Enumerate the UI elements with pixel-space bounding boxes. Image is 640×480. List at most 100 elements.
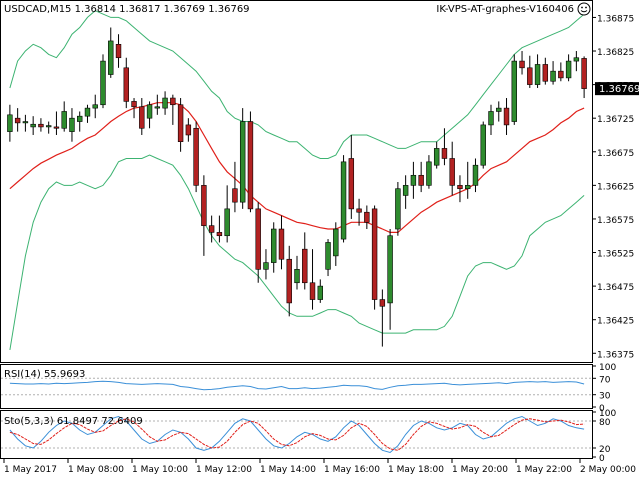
candle-body [519, 60, 525, 69]
rsi-tick-label: 0 [599, 404, 605, 414]
stoch-tick-label: 100 [599, 409, 616, 419]
candle-body [472, 164, 479, 186]
time-tick-label: 1 May 18:00 [388, 465, 444, 475]
candle-body [224, 208, 230, 237]
candle-body [162, 97, 168, 109]
candle-body [449, 158, 455, 186]
candle [61, 101, 67, 132]
candle [14, 108, 21, 132]
candle [534, 54, 541, 88]
candle [550, 61, 556, 85]
symbol-info: USDCAD,M15 1.36814 1.36817 1.36769 1.367… [4, 4, 250, 15]
candle-body [294, 269, 300, 284]
main-pane-frame [0, 0, 593, 363]
candle-body [558, 70, 564, 79]
candle-body [581, 58, 587, 89]
candle-body [61, 111, 67, 129]
candle [309, 249, 316, 310]
candle [7, 104, 13, 142]
candle [581, 56, 587, 99]
candle [84, 104, 91, 123]
candle-body [22, 121, 29, 124]
candle [457, 175, 463, 203]
candle-body [333, 228, 339, 257]
candle-body [30, 123, 36, 128]
candle-body [185, 124, 192, 136]
candle [193, 121, 199, 193]
time-tick-label: 1 May 14:00 [260, 465, 316, 475]
candle [92, 94, 98, 119]
candle-body [146, 104, 153, 119]
candle-body [503, 107, 510, 126]
candle-body [108, 40, 114, 75]
candle-body [465, 185, 471, 190]
candle-body [356, 208, 362, 213]
candle [387, 229, 393, 330]
candle [185, 118, 192, 142]
moving-average [9, 102, 585, 233]
price-tick-label: 1.36625 [597, 182, 634, 192]
candle [139, 98, 145, 135]
candle [53, 111, 60, 135]
candle-body [278, 228, 285, 260]
candle-body [387, 235, 393, 304]
candle [170, 94, 176, 125]
candle-body [77, 115, 83, 122]
candle-body [247, 121, 254, 210]
candle [201, 175, 207, 256]
candle-body [379, 299, 386, 307]
candle [527, 55, 533, 88]
candle [379, 289, 386, 347]
candle [410, 161, 417, 199]
price-tick-label: 1.36875 [597, 14, 634, 24]
candle-body [53, 126, 60, 129]
candle [542, 57, 549, 85]
candle-body [239, 121, 246, 203]
time-tick-label: 1 May 08:00 [68, 465, 124, 475]
price-tick-label: 1.36425 [597, 317, 634, 327]
candle-body [154, 106, 161, 109]
rsi-line [9, 380, 585, 391]
candle [255, 202, 261, 283]
candle [426, 155, 432, 189]
rsi-tick-label: 100 [599, 363, 616, 373]
candle-body [7, 114, 13, 132]
candlesticks [7, 27, 587, 347]
time-tick-label: 2 May 00:00 [580, 465, 636, 475]
candle-body [216, 232, 223, 237]
candle-body [92, 104, 98, 109]
candle-body [38, 123, 44, 128]
candle [418, 161, 424, 193]
candle [402, 175, 409, 209]
candle [317, 279, 323, 303]
candle-body [139, 106, 145, 129]
stoch-signal-line [9, 418, 585, 451]
candle-body [480, 124, 486, 166]
candle-body [488, 111, 494, 126]
candle-body [255, 208, 261, 270]
indicator-levels [1, 377, 592, 449]
candle [22, 114, 29, 132]
time-tick-label: 1 May 12:00 [196, 465, 252, 475]
candle [503, 98, 510, 135]
stoch-tick-label: 20 [599, 445, 611, 455]
stoch-tick-label: 80 [599, 418, 611, 428]
candle-body [170, 97, 176, 106]
candle [472, 158, 479, 193]
candle [216, 215, 223, 243]
candle [77, 111, 83, 132]
candle-body [271, 228, 277, 263]
candle [565, 54, 572, 82]
candle-body [348, 158, 355, 210]
candle-body [45, 125, 52, 128]
candle [224, 185, 230, 243]
candle [278, 215, 285, 270]
candle [465, 161, 471, 199]
stoch-title: Sto(5,3,3) 61.8497 72.6409 [4, 416, 143, 427]
candle [286, 245, 292, 317]
candle [271, 222, 277, 273]
candle-body [100, 60, 106, 106]
candle [395, 182, 401, 236]
